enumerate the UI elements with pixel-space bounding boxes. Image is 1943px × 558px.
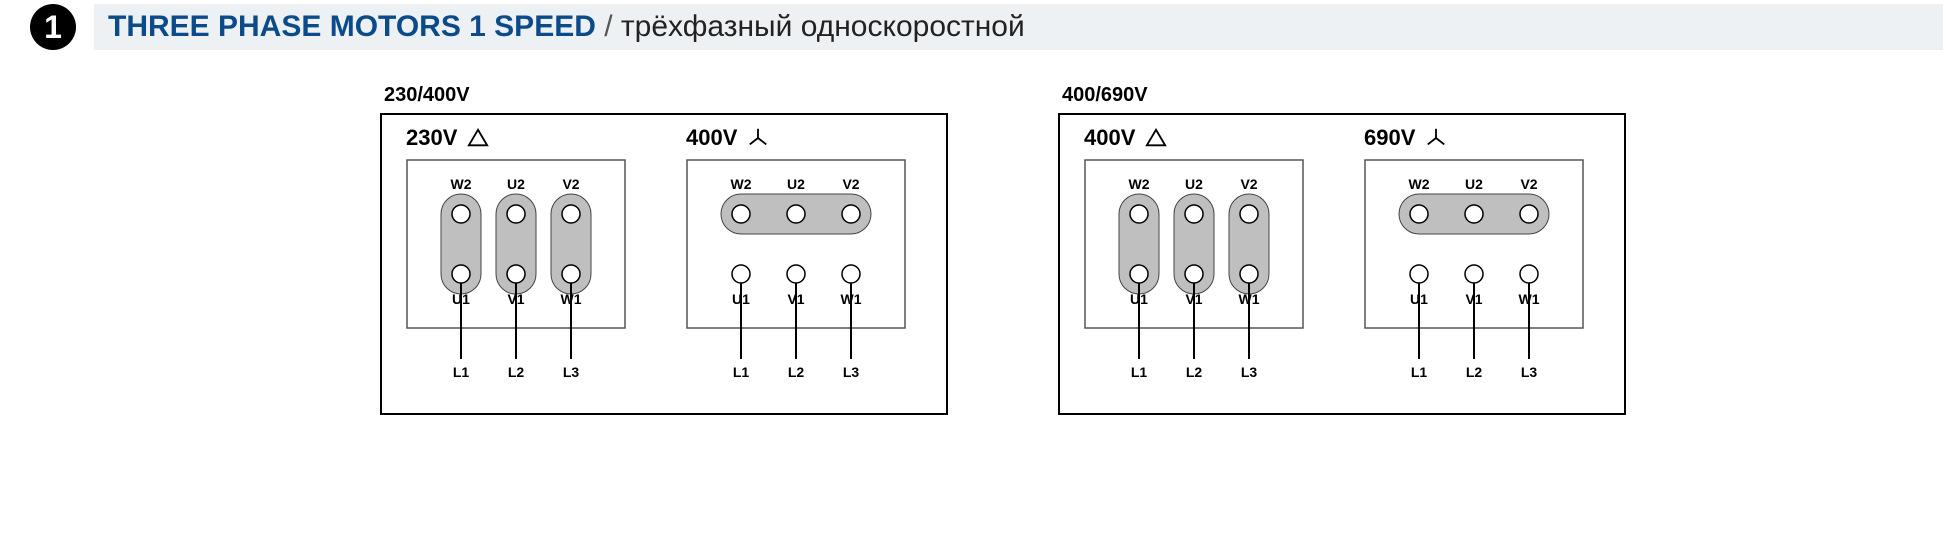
title-russian: трёхфазный односкоростной (621, 10, 1025, 43)
svg-text:V2: V2 (1240, 176, 1257, 192)
sub-header: 690V (1364, 125, 1584, 151)
sub-header: 400V (686, 125, 906, 151)
sub-voltage: 400V (1084, 125, 1135, 151)
delta-icon (1145, 127, 1167, 149)
star-icon (747, 127, 769, 149)
svg-text:L1: L1 (1131, 364, 1148, 380)
svg-text:L1: L1 (1411, 364, 1428, 380)
svg-text:W2: W2 (1129, 176, 1150, 192)
group-voltage-label: 230/400V (380, 84, 948, 107)
svg-text:L2: L2 (508, 364, 525, 380)
svg-text:L1: L1 (453, 364, 470, 380)
svg-text:U2: U2 (507, 176, 525, 192)
delta-icon (467, 127, 489, 149)
star-icon (1425, 127, 1447, 149)
motor-group: 230/400V 230V W2U1U2V1V2W1L1L2L3 400V W2… (380, 84, 948, 415)
sub-voltage: 230V (406, 125, 457, 151)
svg-text:U2: U2 (1465, 176, 1483, 192)
svg-text:V2: V2 (562, 176, 579, 192)
svg-text:L3: L3 (1521, 364, 1538, 380)
sub-header: 400V (1084, 125, 1304, 151)
sub-header: 230V (406, 125, 626, 151)
svg-text:L1: L1 (733, 364, 750, 380)
svg-text:L3: L3 (843, 364, 860, 380)
connection-sub: 400V W2U1U2V1V2W1L1L2L3 (686, 125, 906, 389)
diagrams-container: 230/400V 230V W2U1U2V1V2W1L1L2L3 400V W2… (0, 54, 1943, 415)
svg-text:W2: W2 (451, 176, 472, 192)
motor-group: 400/690V 400V W2U1U2V1V2W1L1L2L3 690V W2… (1058, 84, 1626, 415)
svg-text:W2: W2 (1409, 176, 1430, 192)
sub-voltage: 690V (1364, 125, 1415, 151)
terminal-diagram: W2U1U2V1V2W1L1L2L3 (406, 159, 626, 389)
svg-text:W2: W2 (731, 176, 752, 192)
title-separator: / (604, 10, 612, 43)
svg-text:L2: L2 (1186, 364, 1203, 380)
svg-text:V2: V2 (842, 176, 859, 192)
connection-sub: 690V W2U1U2V1V2W1L1L2L3 (1364, 125, 1584, 389)
terminal-diagram: W2U1U2V1V2W1L1L2L3 (1084, 159, 1304, 389)
sub-voltage: 400V (686, 125, 737, 151)
svg-text:U2: U2 (787, 176, 805, 192)
svg-text:L2: L2 (1466, 364, 1483, 380)
title-english: THREE PHASE MOTORS 1 SPEED (108, 10, 596, 43)
section-number-badge: 1 (30, 4, 76, 50)
terminal-diagram: W2U1U2V1V2W1L1L2L3 (1364, 159, 1584, 389)
connection-sub: 400V W2U1U2V1V2W1L1L2L3 (1084, 125, 1304, 389)
connection-sub: 230V W2U1U2V1V2W1L1L2L3 (406, 125, 626, 389)
group-voltage-label: 400/690V (1058, 84, 1626, 107)
svg-text:U2: U2 (1185, 176, 1203, 192)
title-bar: THREE PHASE MOTORS 1 SPEED / трёхфазный … (94, 4, 1943, 50)
connection-pair-box: 400V W2U1U2V1V2W1L1L2L3 690V W2U1U2V1V2W… (1058, 113, 1626, 415)
svg-text:L2: L2 (788, 364, 805, 380)
terminal-diagram: W2U1U2V1V2W1L1L2L3 (686, 159, 906, 389)
svg-text:L3: L3 (563, 364, 580, 380)
header-row: 1 THREE PHASE MOTORS 1 SPEED / трёхфазны… (0, 0, 1943, 54)
svg-text:L3: L3 (1241, 364, 1258, 380)
svg-text:V2: V2 (1520, 176, 1537, 192)
connection-pair-box: 230V W2U1U2V1V2W1L1L2L3 400V W2U1U2V1V2W… (380, 113, 948, 415)
